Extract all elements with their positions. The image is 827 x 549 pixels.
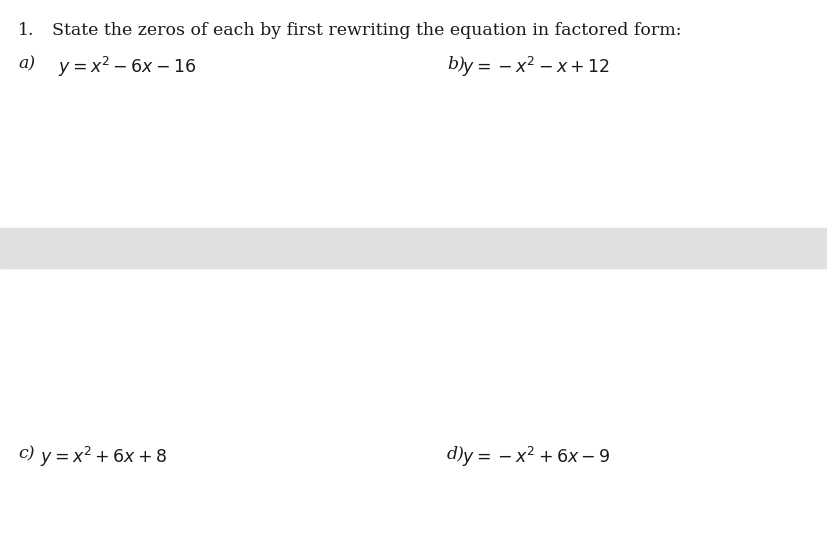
Text: $y = -x^2 + 6x - 9$: $y = -x^2 + 6x - 9$ xyxy=(461,445,609,469)
Text: d): d) xyxy=(447,445,464,462)
Bar xyxy=(0,228,827,268)
Text: $y = x^2 - 6x - 16$: $y = x^2 - 6x - 16$ xyxy=(58,55,196,79)
Text: State the zeros of each by first rewriting the equation in factored form:: State the zeros of each by first rewriti… xyxy=(52,22,681,39)
Text: c): c) xyxy=(18,445,35,462)
Text: 1.: 1. xyxy=(18,22,35,39)
Text: $y = -x^2 - x + 12$: $y = -x^2 - x + 12$ xyxy=(461,55,609,79)
Text: $y = x^2 + 6x + 8$: $y = x^2 + 6x + 8$ xyxy=(40,445,167,469)
Text: a): a) xyxy=(18,55,35,72)
Text: b): b) xyxy=(447,55,464,72)
